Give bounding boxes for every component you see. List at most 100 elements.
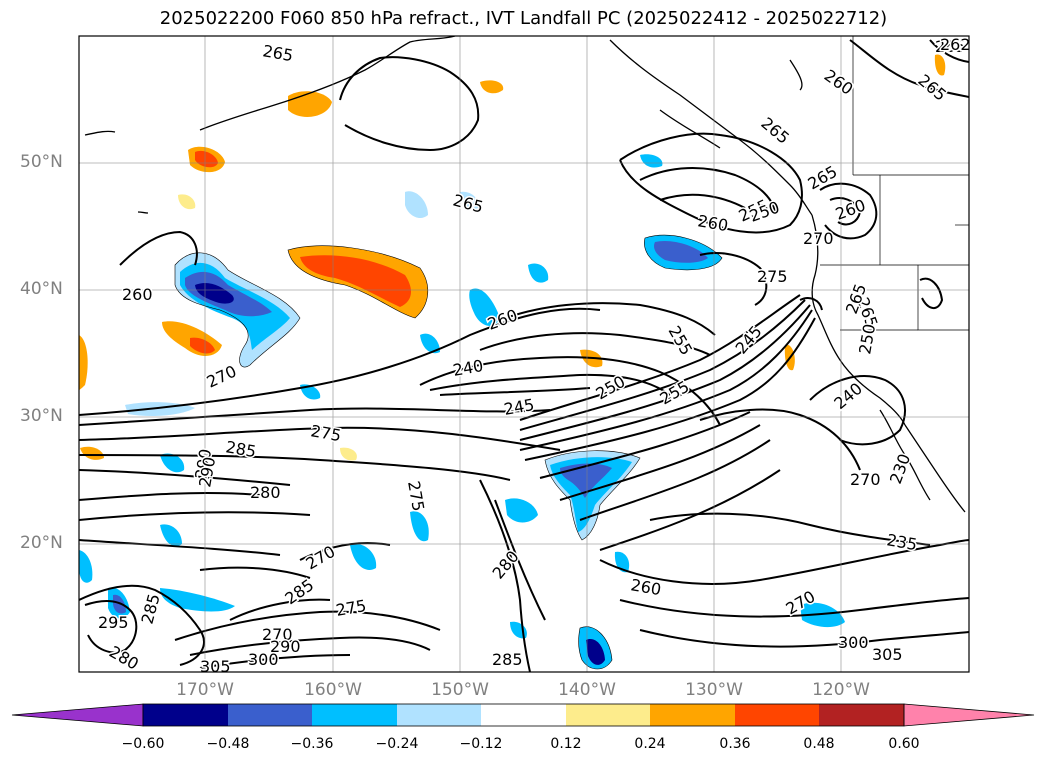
lon-label-120w: 120°W bbox=[812, 680, 870, 700]
colorbar-bin bbox=[397, 704, 481, 726]
colorbar-tick-label: 0.60 bbox=[888, 736, 920, 752]
contour-value-labels: 265 265 260 265 265 265 260 255 250 260 270 275 260 2… bbox=[97, 35, 971, 676]
positive-fill-region bbox=[79, 335, 88, 390]
contour-value-label: 290 bbox=[270, 637, 301, 656]
contour-value-label: 260 bbox=[696, 211, 729, 235]
contour-value-label: 255 bbox=[657, 377, 693, 409]
colorbar-extend-min bbox=[11, 703, 144, 727]
contour-value-label: 265 bbox=[451, 191, 485, 217]
colorbar bbox=[11, 703, 1035, 727]
lon-label-160w: 160°W bbox=[304, 680, 362, 700]
contour-value-label: 290 bbox=[195, 455, 219, 488]
negative-fill-region bbox=[420, 333, 440, 354]
contour-value-label: 305 bbox=[200, 657, 231, 676]
contour-value-label: 275 bbox=[757, 267, 788, 286]
lon-label-130w: 130°W bbox=[685, 680, 743, 700]
shaded-fields bbox=[79, 54, 946, 669]
contour-value-label: 245 bbox=[732, 322, 766, 358]
colorbar-bin bbox=[228, 704, 312, 726]
positive-fill-region bbox=[340, 447, 357, 461]
contour-lines bbox=[79, 39, 969, 672]
colorbar-extend-max bbox=[903, 703, 1035, 727]
positive-fill-region bbox=[300, 255, 412, 307]
coastlines bbox=[84, 36, 966, 513]
negative-fill-region bbox=[654, 240, 708, 263]
negative-fill-region bbox=[505, 498, 538, 523]
negative-fill-region bbox=[460, 191, 479, 210]
colorbar-bin bbox=[143, 704, 228, 726]
lat-label-20n: 20°N bbox=[20, 533, 63, 553]
colorbar-tick-label: −0.48 bbox=[206, 736, 250, 752]
contour-value-label: 245 bbox=[502, 395, 535, 419]
lat-label-30n: 30°N bbox=[20, 406, 63, 426]
negative-fill-region bbox=[528, 263, 549, 283]
contour-value-label: 300 bbox=[248, 650, 279, 669]
positive-fill-region bbox=[190, 337, 215, 354]
fill-outlines bbox=[174, 234, 723, 670]
contour-value-label: 260 bbox=[122, 285, 153, 304]
colorbar-bin bbox=[650, 704, 735, 726]
contour-value-label: 305 bbox=[872, 645, 903, 664]
lon-label-170w: 170°W bbox=[176, 680, 234, 700]
contour-value-label: 235 bbox=[885, 530, 918, 554]
positive-fill-region bbox=[80, 446, 104, 460]
contour-value-label: 275 bbox=[404, 479, 428, 512]
contour-value-label: 262 bbox=[940, 35, 971, 54]
colorbar-tick-label: −0.60 bbox=[121, 736, 165, 752]
political-borders bbox=[820, 36, 969, 331]
contour-value-label: 280 bbox=[250, 483, 281, 502]
negative-fill-region bbox=[469, 288, 500, 326]
contour-value-label: 275 bbox=[334, 596, 367, 620]
plot-frame bbox=[78, 35, 970, 673]
lon-label-150w: 150°W bbox=[431, 680, 489, 700]
negative-fill-region bbox=[405, 191, 428, 219]
contour-value-label: 270 bbox=[850, 470, 881, 489]
contour-value-label: 265 bbox=[914, 71, 950, 105]
contour-value-label: 285 bbox=[224, 437, 257, 461]
negative-fill-region bbox=[410, 511, 429, 542]
colorbar-bin bbox=[312, 704, 397, 726]
colorbar-bin bbox=[566, 704, 650, 726]
negative-fill-region bbox=[160, 524, 182, 547]
negative-fill-region bbox=[560, 463, 612, 498]
positive-fill-region bbox=[178, 194, 196, 210]
contour-value-label: 260 bbox=[833, 195, 868, 223]
contour-value-label: 265 bbox=[261, 41, 294, 65]
lat-label-40n: 40°N bbox=[20, 279, 63, 299]
lon-label-140w: 140°W bbox=[558, 680, 616, 700]
contour-value-label: 255 bbox=[665, 323, 697, 359]
map-title: 2025022200 F060 850 hPa refract., IVT La… bbox=[159, 8, 888, 29]
negative-fill-region bbox=[79, 550, 93, 583]
contour-value-label: 270 bbox=[803, 229, 834, 248]
negative-fill-region bbox=[350, 543, 377, 570]
negative-fill-region bbox=[800, 602, 845, 628]
colorbar-frame bbox=[142, 703, 905, 727]
colorbar-bin bbox=[819, 704, 904, 726]
contour-value-label: 285 bbox=[492, 650, 523, 669]
contour-value-label: 295 bbox=[98, 613, 129, 632]
contour-value-label: 250 bbox=[855, 322, 879, 355]
gridlines bbox=[79, 36, 969, 672]
colorbar-bin bbox=[481, 704, 566, 726]
contour-value-label: 265 bbox=[757, 114, 793, 148]
lat-label-50n: 50°N bbox=[20, 152, 63, 172]
contour-value-label: 240 bbox=[451, 356, 484, 380]
contour-value-label: 260 bbox=[821, 66, 857, 99]
contour-value-label: 280 bbox=[106, 642, 142, 674]
contour-value-label: 265 bbox=[935, 37, 966, 56]
contour-value-label: 275 bbox=[309, 421, 342, 445]
colorbar-tick-label: 0.36 bbox=[719, 736, 751, 752]
positive-fill-region bbox=[288, 91, 332, 117]
negative-fill-region bbox=[586, 639, 605, 665]
contour-value-label: 230 bbox=[886, 451, 914, 486]
contour-value-label: 270 bbox=[262, 625, 293, 644]
colorbar-tick-label: −0.36 bbox=[290, 736, 334, 752]
colorbar-tick-label: 0.12 bbox=[550, 736, 582, 752]
contour-value-label: 285 bbox=[138, 592, 164, 626]
contour-value-label: 260 bbox=[629, 575, 662, 599]
contour-value-label: 280 bbox=[489, 547, 523, 583]
contour-value-label: 300 bbox=[838, 633, 869, 652]
colorbar-tick-label: −0.12 bbox=[459, 736, 503, 752]
colorbar-bin bbox=[735, 704, 819, 726]
